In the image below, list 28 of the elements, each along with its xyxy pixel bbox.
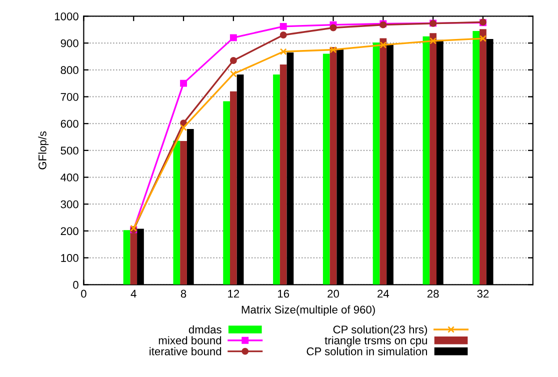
y-tick-label: 900 xyxy=(60,39,78,48)
legend-label: CP solution(23 hrs) xyxy=(333,325,428,336)
legend-label: iterative bound xyxy=(150,347,222,356)
legend-label: dmdas xyxy=(188,325,222,334)
y-tick-label: 700 xyxy=(60,93,78,101)
y-tick-label: 100 xyxy=(61,254,78,262)
x-tick-label: 8 xyxy=(180,290,186,298)
x-tick-label: 32 xyxy=(477,290,489,298)
x-tick-label: 12 xyxy=(228,290,240,298)
y-tick-label: 200 xyxy=(60,227,78,236)
y-tick-label: 500 xyxy=(60,146,78,155)
x-tick-label: 24 xyxy=(378,290,390,298)
x-tick-label: 20 xyxy=(328,290,339,298)
legend-label: mixed bound xyxy=(158,336,222,344)
y-tick-label: 400 xyxy=(60,174,78,182)
y-tick-label: 0 xyxy=(73,280,78,289)
legend-label: triangle trsms on cpu xyxy=(324,336,427,347)
x-tick-label: 16 xyxy=(278,290,290,298)
y-axis-title: GFlop/s xyxy=(38,131,49,170)
x-tick-label: 4 xyxy=(130,290,136,298)
y-tick-label: 800 xyxy=(60,66,78,74)
y-tick-label: 600 xyxy=(60,120,78,128)
y-tick-label: 300 xyxy=(60,200,78,208)
x-tick-label: 0 xyxy=(81,290,86,298)
x-tick-label: 28 xyxy=(427,290,439,298)
legend-label: CP solution in simulation xyxy=(306,347,427,356)
y-tick-label: 1000 xyxy=(54,12,78,20)
x-axis-title: Matrix Size(multiple of 960) xyxy=(242,305,375,316)
